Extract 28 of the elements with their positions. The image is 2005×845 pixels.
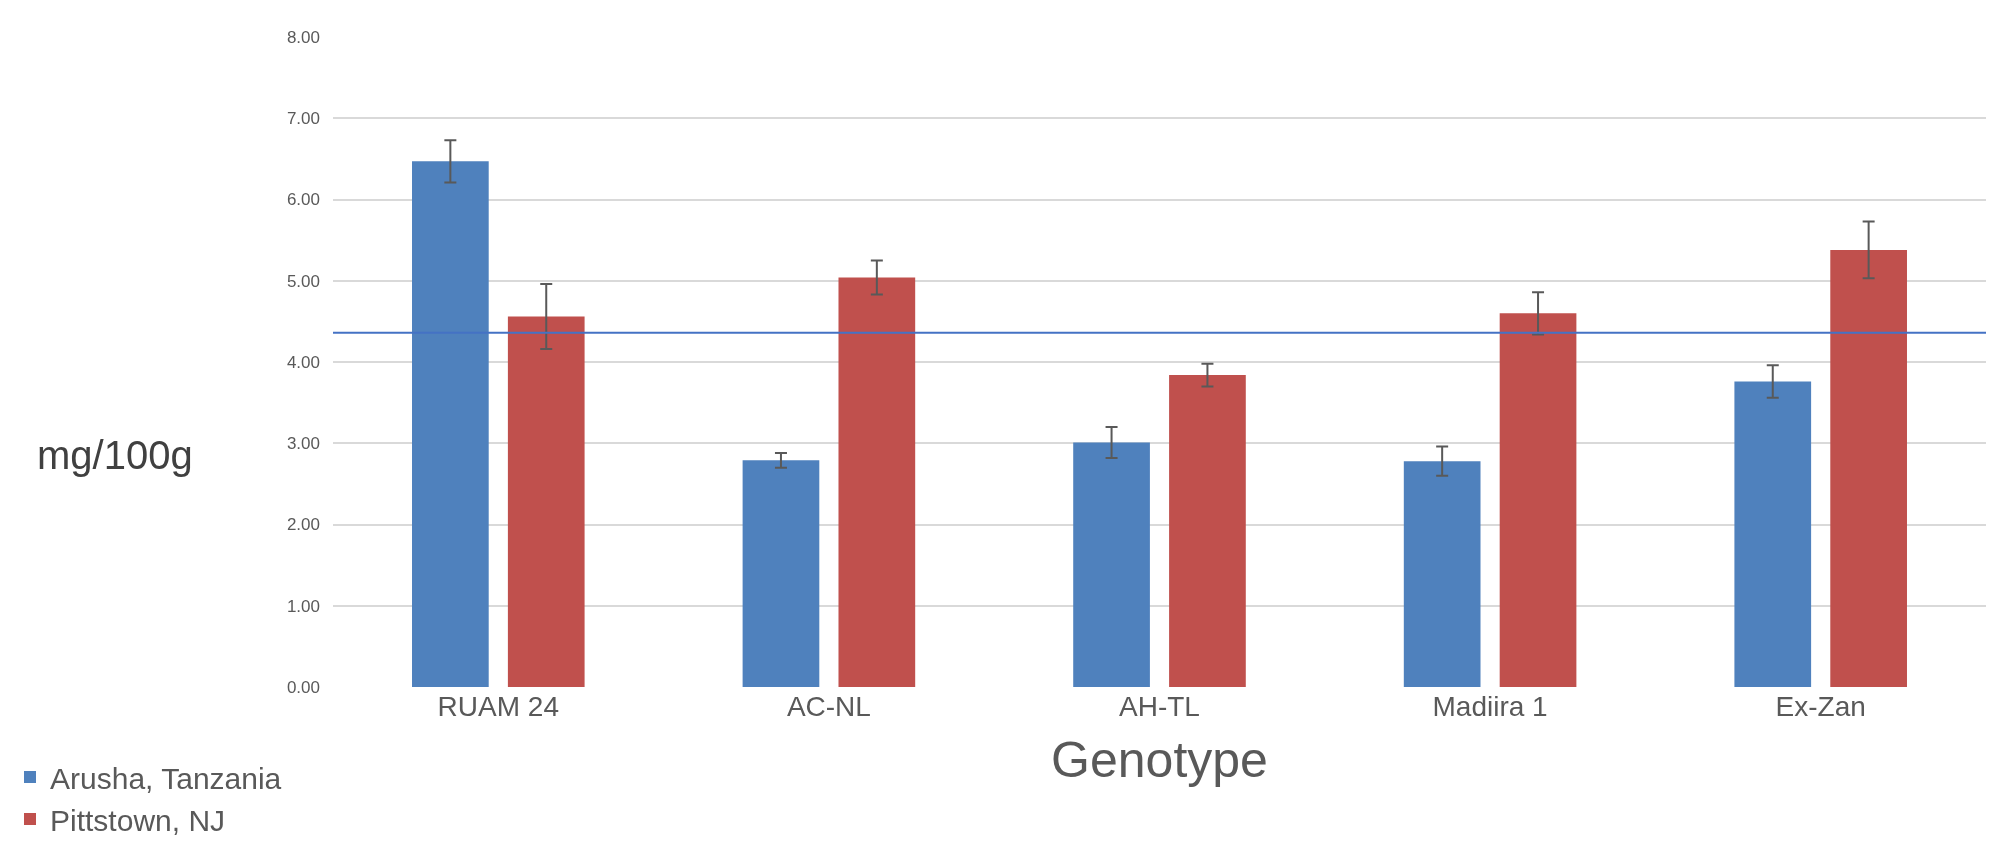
bar xyxy=(1403,461,1481,687)
legend-label: Pittstown, NJ xyxy=(50,803,226,837)
bar xyxy=(1734,381,1812,687)
y-tick-label: 7.00 xyxy=(286,109,320,129)
bar xyxy=(412,161,489,687)
bar xyxy=(1499,313,1577,687)
x-axis-title: Genotype xyxy=(1051,731,1268,788)
y-tick-label: 8.00 xyxy=(286,27,320,47)
y-tick-label: 5.00 xyxy=(286,271,320,291)
y-tick-label: 4.00 xyxy=(286,352,320,372)
x-tick-label: RUAM 24 xyxy=(437,691,559,722)
x-tick-label: Ex-Zan xyxy=(1775,691,1866,722)
x-tick-label: Madiira 1 xyxy=(1432,691,1548,722)
y-tick-label: 3.00 xyxy=(286,434,320,454)
y-tick-label: 6.00 xyxy=(286,190,320,210)
y-axis-title: mg/100g xyxy=(37,433,193,477)
y-tick-label: 0.00 xyxy=(286,677,320,697)
bar xyxy=(838,277,916,687)
legend-label: Arusha, Tanzania xyxy=(50,761,282,795)
bar xyxy=(742,460,820,687)
bar xyxy=(507,316,585,687)
y-tick-label: 2.00 xyxy=(286,515,320,535)
x-tick-label: AH-TL xyxy=(1119,691,1200,722)
x-tick-label: AC-NL xyxy=(786,691,871,722)
bar xyxy=(1830,249,1907,687)
y-tick-label: 1.00 xyxy=(286,596,320,616)
bar xyxy=(1169,375,1246,687)
bar xyxy=(1073,442,1150,687)
